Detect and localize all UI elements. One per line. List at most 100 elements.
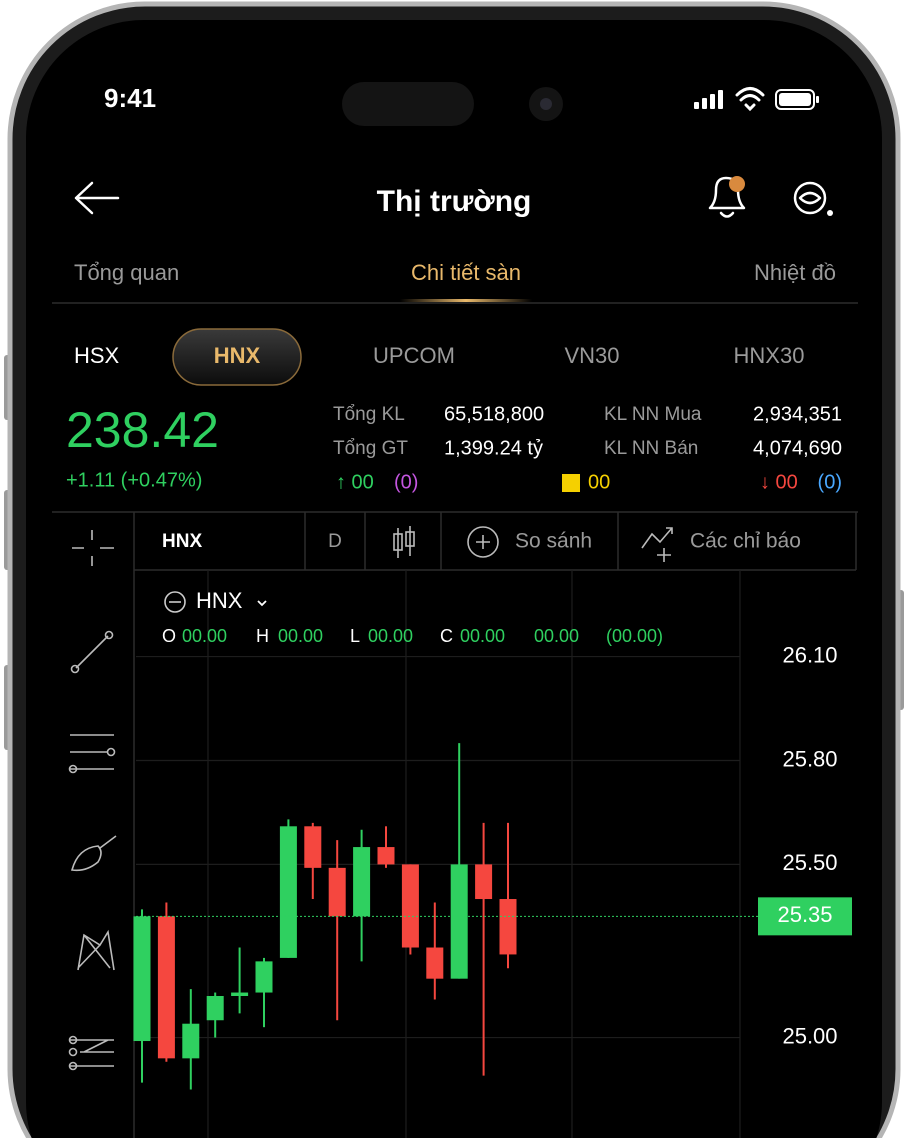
last-price-label: 25.35 [777, 902, 832, 927]
battery-cap [816, 96, 819, 103]
notification-button[interactable] [708, 176, 746, 218]
breadth-down-count: (0) [818, 471, 842, 493]
refresh-inner [798, 191, 822, 205]
breadth-down: ↓ 00 [760, 471, 798, 493]
ohlc-label: C [440, 626, 453, 646]
compare-icon [467, 526, 499, 558]
candle-body [182, 1023, 200, 1059]
stat-label: KL NN Mua [604, 404, 702, 425]
exchange-pill [172, 328, 302, 386]
candle-body [426, 947, 444, 979]
candle-body [206, 996, 224, 1021]
candle-body [450, 864, 468, 979]
interval-button[interactable]: D [328, 531, 342, 552]
candle-body [328, 867, 346, 917]
stat-label: KL NN Bán [604, 438, 698, 459]
exchange-tab[interactable]: HSX [74, 343, 120, 368]
legend-chevron[interactable] [257, 600, 267, 607]
ohlc-value: 00.00 [368, 626, 413, 646]
exchange-tab-active[interactable]: HNX [214, 343, 261, 368]
candle-body [231, 992, 249, 996]
indicator-icon [641, 527, 673, 562]
exchange-tab[interactable]: HNX30 [734, 343, 805, 368]
ohlc-label: H [256, 626, 269, 646]
tab-active[interactable]: Chi tiết sàn [411, 260, 521, 285]
signal-icon [694, 90, 723, 109]
y-tick-label: 26.10 [782, 642, 837, 667]
legend-collapse[interactable] [164, 591, 186, 613]
tab-indicator [400, 299, 532, 302]
ohlc-value: 00.00 [278, 626, 323, 646]
tab[interactable]: Nhiệt đồ [754, 260, 836, 285]
candle-body [401, 864, 419, 948]
legend-symbol: HNX [196, 588, 243, 613]
chart-type-button[interactable] [393, 526, 415, 558]
candle-body [279, 826, 297, 958]
candle-body [353, 847, 371, 917]
stat-value: 4,074,690 [753, 437, 842, 459]
exchange-tab[interactable]: VN30 [564, 343, 619, 368]
stat-value: 65,518,800 [444, 403, 544, 425]
ohlc-value: 00.00 [460, 626, 505, 646]
chart-grid [136, 655, 740, 1039]
drawing-tools [68, 530, 117, 1071]
breadth-up: ↑ 00 [336, 471, 374, 493]
index-change: +1.11 (+0.47%) [66, 469, 202, 491]
battery-icon [775, 89, 815, 110]
y-tick-label: 25.00 [782, 1023, 837, 1048]
ohlc-label: O [162, 626, 176, 646]
crosshair-tool[interactable] [72, 530, 114, 566]
ohlc-legend: O 00.00 H 00.00 L 00.00 C 00.00 00.00 (0… [162, 626, 663, 646]
candle-body [499, 899, 517, 955]
wifi-icon [735, 87, 765, 112]
breadth-flat-marker [562, 474, 580, 492]
back-button[interactable] [74, 181, 120, 215]
line-tool[interactable] [75, 635, 109, 669]
dynamic-island [342, 82, 474, 126]
compare-icon-plus [476, 535, 490, 549]
breadth-up-count: (0) [394, 471, 418, 493]
refresh-icon [793, 181, 827, 215]
bell-icon [708, 176, 746, 218]
ohlc-value: 00.00 [534, 626, 579, 646]
candle-body [255, 961, 273, 993]
candle-body [157, 916, 175, 1059]
stat-label: Tổng GT [333, 438, 408, 459]
brush-tool[interactable] [70, 835, 117, 872]
grid-vertical [207, 570, 741, 1138]
index-value: 238.42 [66, 402, 219, 458]
indicators-button[interactable]: Các chỉ báo [690, 530, 801, 553]
camera-lens [540, 98, 552, 110]
status-time: 9:41 [104, 83, 156, 113]
ohlc-value: 00.00 [182, 626, 227, 646]
compare-button[interactable]: So sánh [515, 530, 592, 553]
stat-label: Tổng KL [333, 404, 405, 425]
fib-tool[interactable] [70, 1039, 114, 1067]
page-title: Thị trường [377, 185, 532, 218]
last-price-box [758, 897, 852, 936]
y-tick-label: 25.50 [782, 850, 837, 875]
refresh-dot [827, 210, 833, 216]
candle-body [133, 916, 151, 1042]
screen [26, 20, 882, 1138]
y-tick-label: 25.80 [782, 746, 837, 771]
notification-dot [729, 176, 745, 192]
hline-tool[interactable] [70, 734, 114, 770]
candle-body [475, 864, 493, 900]
exchange-tab[interactable]: UPCOM [373, 343, 455, 368]
stat-value: 2,934,351 [753, 403, 842, 425]
tab[interactable]: Tổng quan [74, 260, 179, 285]
battery-level [779, 93, 811, 106]
chart-symbol[interactable]: HNX [162, 531, 202, 552]
candle-body [377, 847, 395, 865]
stat-value: 1,399.24 tỷ [444, 437, 543, 459]
ohlc-value: (00.00) [606, 626, 663, 646]
ohlc-label: L [350, 626, 360, 646]
breadth-flat: 00 [588, 471, 610, 493]
pattern-tool[interactable] [77, 929, 115, 971]
candle-body [304, 826, 322, 868]
refresh-button[interactable] [793, 181, 833, 216]
